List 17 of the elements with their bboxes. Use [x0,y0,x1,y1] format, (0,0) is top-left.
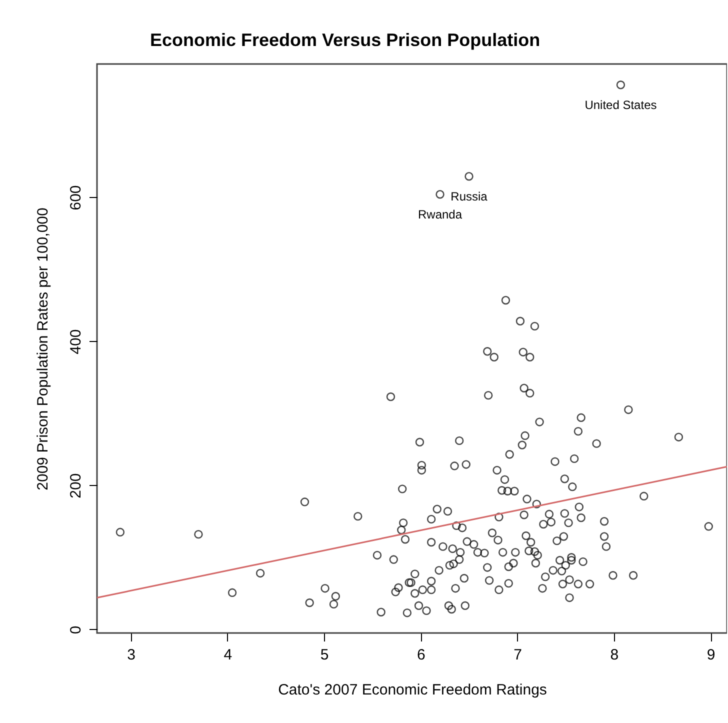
x-tick-label: 7 [514,646,522,664]
x-tick-label: 4 [224,646,232,664]
x-axis-title: Cato's 2007 Economic Freedom Ratings [278,682,547,698]
annotation: Russia [450,189,488,204]
annotation: United States [584,98,657,112]
y-tick-label: 0 [68,626,84,634]
y-tick-label: 200 [68,473,84,498]
y-tick-label: 600 [68,185,84,210]
chart-title: Economic Freedom Versus Prison Population [150,30,540,50]
x-tick-label: 8 [610,646,619,664]
x-tick-label: 5 [320,646,329,664]
x-tick-label: 6 [417,646,426,664]
annotation: Rwanda [418,207,462,222]
x-tick-label: 3 [127,646,136,664]
x-tick-label: 9 [706,646,716,664]
y-tick-label: 400 [68,329,84,354]
y-axis-title: 2009 Prison Population Rates per 100,000 [34,208,52,490]
